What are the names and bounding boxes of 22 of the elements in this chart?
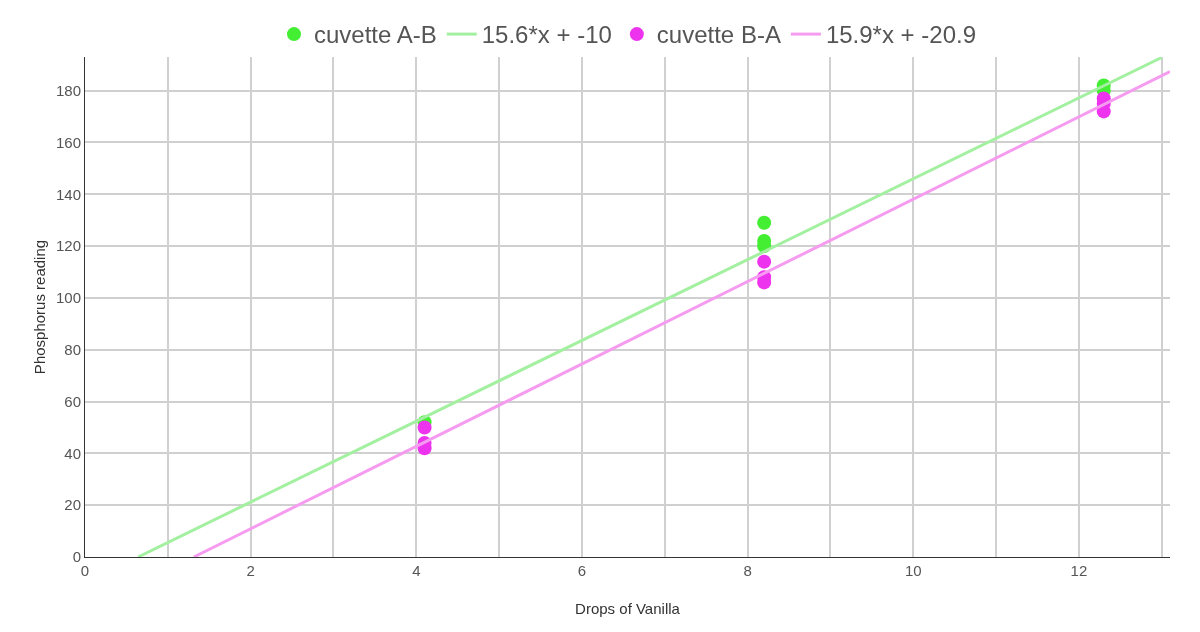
y-tick-label: 120 xyxy=(55,237,81,255)
y-tick-label: 40 xyxy=(64,444,81,462)
y-tick-label: 160 xyxy=(55,133,81,151)
y-tick-label: 180 xyxy=(55,81,81,99)
x-tick-label: 12 xyxy=(1070,562,1088,579)
y-tick-label: 140 xyxy=(55,185,81,203)
x-tick-label: 4 xyxy=(412,562,421,579)
y-tick-label: 80 xyxy=(64,341,81,358)
x-tick-label: 6 xyxy=(577,562,587,579)
legend-label: cuvette B-A xyxy=(656,21,781,49)
y-tick-label: 100 xyxy=(55,289,81,307)
legend-label: cuvette A-B xyxy=(314,21,437,49)
y-tick-label: 20 xyxy=(64,496,81,514)
y-tick-label: 60 xyxy=(64,392,81,410)
legend-label: 15.6*x + -10 xyxy=(481,21,612,49)
y-tick-label: 0 xyxy=(72,548,81,566)
x-tick-label: 2 xyxy=(246,562,255,579)
x-tick-label: 10 xyxy=(904,562,922,579)
legend-label: 15.9*x + -20.9 xyxy=(825,21,976,49)
x-tick-label: 8 xyxy=(743,562,752,579)
x-axis-title: Drops of Vanilla xyxy=(575,600,681,617)
y-axis-title: Phosphorus reading xyxy=(31,239,48,375)
